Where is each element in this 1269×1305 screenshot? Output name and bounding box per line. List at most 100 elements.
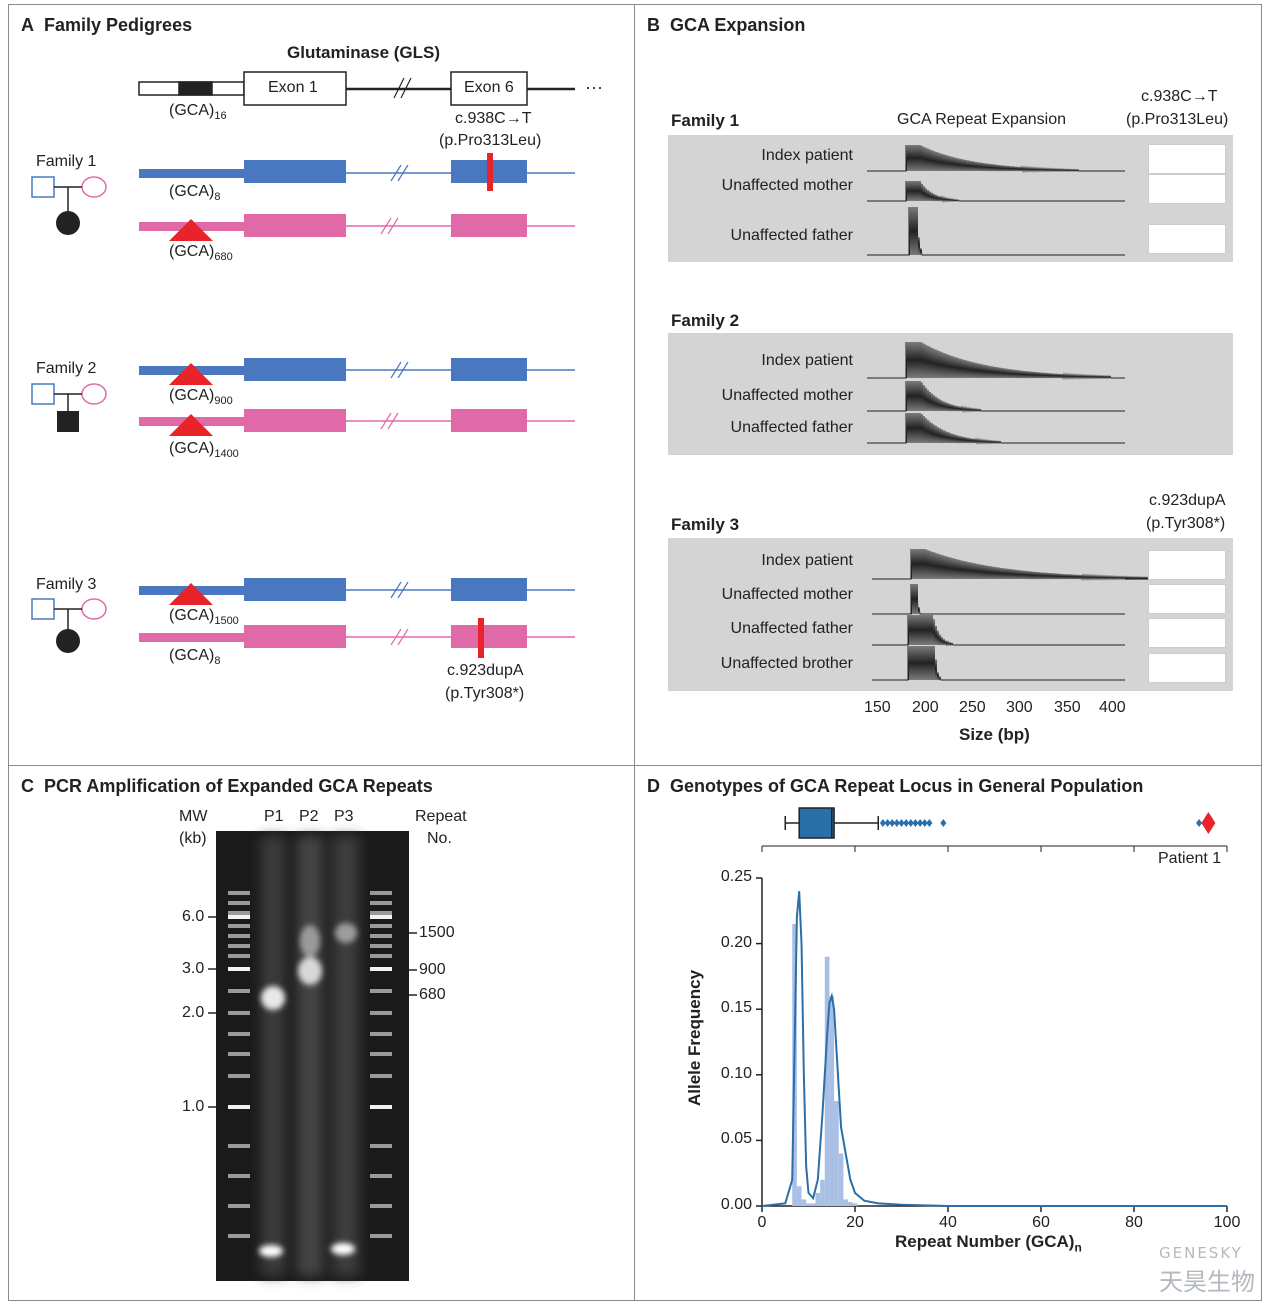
outlier-point [889,819,896,827]
histogram-bar [820,1179,825,1206]
mw-2: 2.0 [182,1004,205,1021]
family3-mutation-line2: (p.Tyr308*) [445,685,525,702]
f3-trace-1: Index patient [761,552,853,569]
ladder-band [370,924,392,928]
x-tick-label: 40 [939,1214,957,1231]
ladder-band [228,1234,250,1238]
f1-trace-3: Unaffected father [730,227,853,244]
family3-mutation-line1: c.923dupA [447,662,524,679]
ladder-band [370,1032,392,1036]
family3-allele1-label: (GCA)1500 [169,607,239,628]
point-mutation-mark [478,618,484,658]
histogram-bar [806,1203,811,1206]
outlier-point [907,819,914,827]
ladder-band [370,989,392,993]
patient-annotation: Patient 1 [1158,850,1222,867]
ladder-band [228,901,250,905]
ladder-band [370,967,392,971]
pedigree-diagram [31,71,575,658]
f2-trace-2: Unaffected mother [721,387,853,404]
b-xtick-250: 250 [959,699,986,716]
f3-trace-4: Unaffected brother [720,655,853,672]
chromatogram [1148,144,1226,174]
family2-label: Family 2 [36,360,97,377]
panel-b: B GCA Expansion GCA Repeat Expansion Fam… [634,4,1262,766]
ladder-band [228,924,250,928]
ladder-band [370,1144,392,1148]
chromatogram [1148,224,1226,254]
histogram-bar [815,1192,821,1206]
outlier-point [884,819,891,827]
lane-p2: P2 [299,808,319,825]
ladder-band [370,1074,392,1078]
exon1-label: Exon 1 [268,79,318,96]
x-tick-label: 0 [757,1214,767,1231]
exon6-label: Exon 6 [464,79,514,96]
ladder-band [370,1234,392,1238]
family1-pedigree [31,176,107,235]
watermark-logo: GENESKY 天昊生物 [1159,1244,1255,1296]
family1-mutation-line2: (p.Pro313Leu) [439,132,542,149]
ladder-band [228,911,250,915]
panel-d-title: D Genotypes of GCA Repeat Locus in Gener… [647,776,1144,796]
histogram-bar [801,1199,807,1206]
repeat-label-2: No. [427,830,452,847]
chromatogram [1148,618,1226,648]
b-xtick-300: 300 [1006,699,1033,716]
gel-bands [208,836,417,1276]
histogram-bar [852,1203,858,1206]
gene-continues: ··· [585,77,603,97]
mw-label-1: MW [179,808,208,825]
family1-mutation-line1: c.938C→T [455,110,532,127]
ladder-band [370,1052,392,1056]
ladder-band [228,1032,250,1036]
expansion-header: GCA Repeat Expansion [897,111,1066,128]
chromatogram [1148,653,1226,683]
family3-allele2-label: (GCA)8 [169,647,221,668]
b-xtick-350: 350 [1054,699,1081,716]
mw-label-2: (kb) [179,830,207,847]
x-tick-label: 80 [1125,1214,1143,1231]
trace-line [872,583,1125,615]
panel-c: C PCR Amplification of Expanded GCA Repe… [8,765,635,1301]
histogram-chart [756,807,1228,1212]
ladder-band [228,891,250,895]
x-tick-label: 20 [846,1214,864,1231]
expansion-triangle [169,363,213,385]
repeat-680: 680 [419,986,446,1003]
repeat-900: 900 [419,961,446,978]
family2-allele-pink [139,409,575,436]
ladder-band [228,934,250,938]
y-tick-label: 0.10 [720,1064,752,1082]
family3-allele-blue [139,578,575,605]
chromatogram [1148,174,1226,204]
trace-line [867,180,1125,203]
outlier-point [879,819,886,827]
family3-label: Family 3 [36,576,97,593]
ladder-band [228,1174,250,1178]
outlier-point [921,819,928,827]
point-mutation-mark [487,153,493,191]
b-family1-label: Family 1 [671,111,740,130]
mw-3: 3.0 [182,960,205,977]
trace-line [872,645,1125,681]
ladder-band [228,1204,250,1208]
x-tick-label: 60 [1032,1214,1050,1231]
b-xtick-150: 150 [864,699,891,716]
mw-6: 6.0 [182,908,205,925]
ladder-band [228,1011,250,1015]
trace-line [867,206,1125,256]
x-tick-label: 100 [1213,1214,1241,1231]
family1-trace-box [668,135,1233,262]
lane-p3: P3 [334,808,354,825]
y-tick-label: 0.00 [720,1196,752,1213]
trace-line [867,380,1125,413]
family2-allele1-label: (GCA)900 [169,387,233,408]
family1-allele1-label: (GCA)8 [169,183,221,204]
histogram-bar [838,1153,844,1206]
family1-label: Family 1 [36,153,97,170]
outlier-point [1196,819,1203,827]
b-xtick-400: 400 [1099,699,1126,716]
family2-allele-blue [139,358,575,385]
outlier-point [940,819,947,827]
